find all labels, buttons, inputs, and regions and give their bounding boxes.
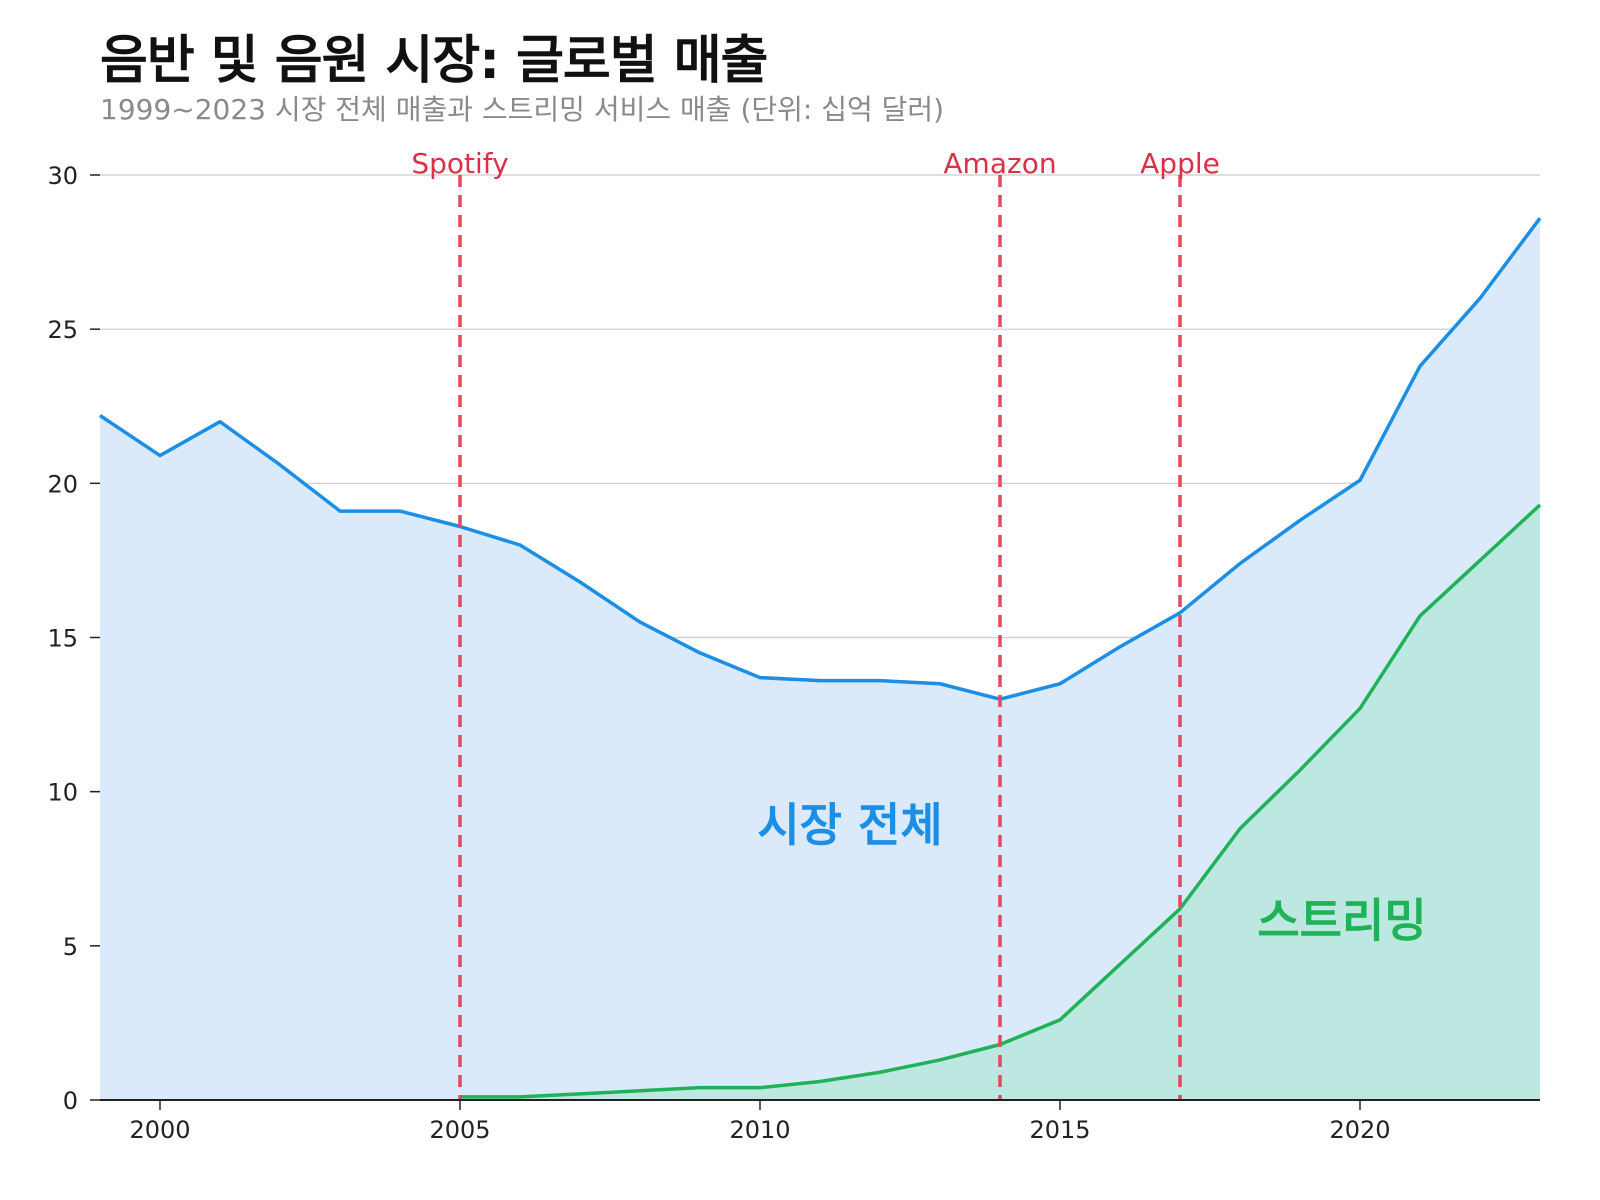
chart-title: 음반 및 음원 시장: 글로벌 매출 (100, 31, 768, 91)
y-tick-label: 5 (63, 933, 78, 961)
event-label-spotify: Spotify (411, 147, 508, 180)
total-market-line (99, 217, 1542, 701)
y-tick-label: 25 (47, 316, 78, 344)
x-tick-label: 2010 (729, 1116, 790, 1144)
x-tick-label: 2000 (129, 1116, 190, 1144)
y-tick-label: 15 (47, 625, 78, 653)
y-tick-label: 0 (63, 1087, 78, 1115)
x-tick-label: 2005 (429, 1116, 490, 1144)
event-layer: Spotify Amazon Apple (411, 147, 1220, 1100)
y-tick-label: 20 (47, 470, 78, 498)
total-market-label: 시장 전체 (757, 798, 942, 852)
x-tick-label: 2015 (1029, 1116, 1090, 1144)
y-tick-label: 30 (47, 162, 78, 190)
streaming-label: 스트리밍 (1257, 894, 1426, 948)
streaming-area (460, 504, 1540, 1101)
area-layer (100, 218, 1540, 1101)
event-label-amazon: Amazon (943, 147, 1056, 180)
y-tick-label: 10 (47, 779, 78, 807)
event-label-apple: Apple (1140, 147, 1220, 180)
chart-subtitle: 1999~2023 시장 전체 매출과 스트리밍 서비스 매출 (단위: 십억 … (100, 93, 945, 126)
x-tick-label: 2020 (1329, 1116, 1390, 1144)
axis-layer: 0 5 10 15 20 25 30 2000 2005 2010 2015 2020 (47, 162, 1540, 1144)
